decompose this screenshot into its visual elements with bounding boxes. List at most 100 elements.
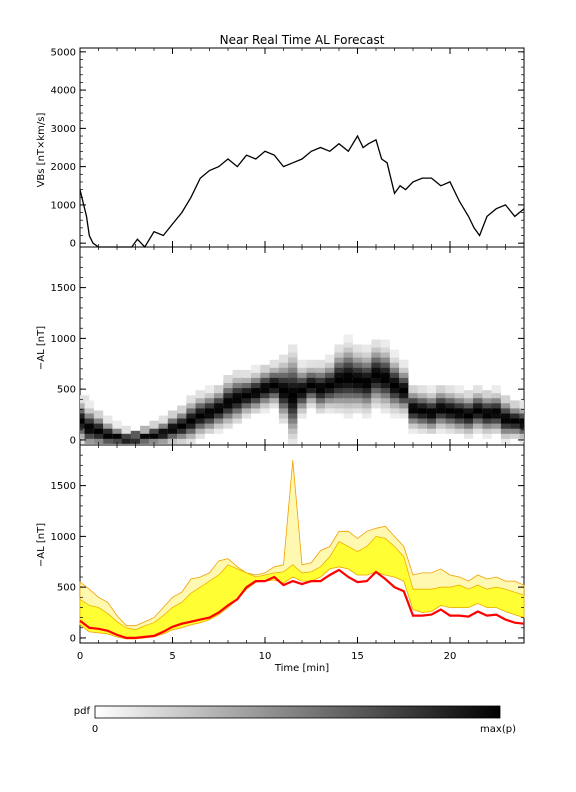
panel-vbs-ylabel: VBs [nT×km/s] [36, 112, 47, 187]
heatmap-cell [278, 415, 289, 424]
heatmap-cell [482, 425, 492, 434]
heatmap-cell [241, 405, 252, 414]
heatmap-cell [473, 425, 483, 434]
heatmap-cell [426, 390, 437, 399]
heatmap-cell [297, 405, 307, 414]
heatmap-cell [195, 420, 205, 429]
heatmap-cell [195, 415, 205, 424]
heatmap-cell [149, 420, 159, 429]
panel-vbs-frame [79, 47, 525, 248]
heatmap-cell [463, 400, 474, 409]
heatmap-cell [417, 400, 427, 409]
heatmap-cell [519, 410, 524, 419]
heatmap-cell [491, 385, 501, 394]
heatmap-cell [362, 410, 372, 419]
heatmap-cell [315, 395, 326, 404]
heatmap-cell [223, 390, 233, 399]
heatmap-cell [371, 375, 381, 383]
heatmap-cell [399, 385, 409, 394]
heatmap-cell [269, 395, 279, 404]
heatmap-cell [241, 369, 252, 378]
heatmap-cell [389, 400, 400, 409]
heatmap-cell [426, 400, 437, 409]
heatmap-cell [288, 435, 298, 444]
heatmap-cell [334, 395, 344, 404]
heatmap-cell [491, 410, 501, 419]
heatmap-cell [130, 435, 141, 444]
heatmap-cell [362, 354, 372, 363]
heatmap-cell [232, 380, 242, 389]
heatmap-cell [288, 354, 298, 363]
heatmap-cell [223, 400, 233, 409]
heatmap-cell [269, 400, 279, 409]
heatmap-cell [260, 385, 270, 394]
heatmap-cell [251, 395, 261, 404]
heatmap-cell [186, 430, 196, 439]
heatmap-cell [362, 390, 372, 399]
heatmap-cell [214, 410, 224, 419]
heatmap-cell [482, 405, 492, 414]
heatmap-cell [454, 395, 464, 404]
heatmap-cell [93, 435, 104, 444]
panel-forecast-frame [79, 444, 525, 644]
heatmap-cell [417, 405, 427, 414]
x-tick-label: 15 [351, 651, 364, 662]
heatmap-cell [112, 425, 122, 434]
heatmap-cell [362, 380, 372, 389]
heatmap-cell [214, 385, 224, 394]
heatmap-cell [232, 415, 242, 424]
heatmap-cell [417, 390, 427, 399]
heatmap-cell [343, 364, 353, 373]
heatmap-cell [445, 390, 455, 399]
heatmap-cell [204, 395, 215, 404]
heatmap-cell [297, 359, 307, 368]
heatmap-cell [195, 430, 205, 439]
heatmap-cell [315, 364, 326, 373]
heatmap-cell [380, 385, 390, 394]
heatmap-cell [288, 425, 298, 434]
heatmap-cell [352, 359, 363, 368]
heatmap-cell [232, 385, 242, 394]
heatmap-cell [334, 380, 344, 389]
heatmap-cell [519, 420, 524, 429]
heatmap-cell [269, 390, 279, 399]
heatmap-cell [260, 395, 270, 404]
heatmap-cell [380, 349, 390, 358]
heatmap-cell [177, 425, 187, 434]
heatmap-cell [325, 400, 335, 409]
heatmap-cell [399, 410, 409, 419]
heatmap-cell [463, 405, 474, 414]
heatmap-cell [278, 405, 289, 414]
heatmap-cell [167, 420, 178, 429]
heatmap-cell [80, 395, 90, 404]
heatmap-cell [232, 395, 242, 404]
heatmap-cell [352, 375, 363, 383]
heatmap-cell [389, 390, 400, 399]
heatmap-cell [195, 405, 205, 414]
heatmap-cell [140, 425, 150, 434]
heatmap-cell [214, 400, 224, 409]
heatmap-cell [426, 425, 437, 434]
heatmap-cell [334, 385, 344, 394]
heatmap-cell [186, 395, 196, 404]
heatmap-cell [297, 375, 307, 383]
heatmap-cell [121, 425, 131, 434]
heatmap-cell [445, 405, 455, 414]
heatmap-cell [167, 430, 178, 439]
heatmap-cell [500, 425, 511, 434]
heatmap-cell [297, 380, 307, 389]
heatmap-cell [371, 339, 381, 348]
heatmap-cell [463, 410, 474, 419]
heatmap-cell [408, 425, 418, 434]
heatmap-cell [352, 364, 363, 373]
heatmap-cell [241, 375, 252, 383]
y-tick-label: 1500 [51, 481, 76, 492]
y-tick-label: 4000 [51, 86, 76, 97]
heatmap-cell [288, 395, 298, 404]
colorbar-label: pdf [74, 706, 91, 717]
heatmap-cell [380, 364, 390, 373]
heatmap-cell [362, 400, 372, 409]
x-tick-label: 20 [444, 651, 457, 662]
chart-title: Near Real Time AL Forecast [220, 33, 385, 47]
